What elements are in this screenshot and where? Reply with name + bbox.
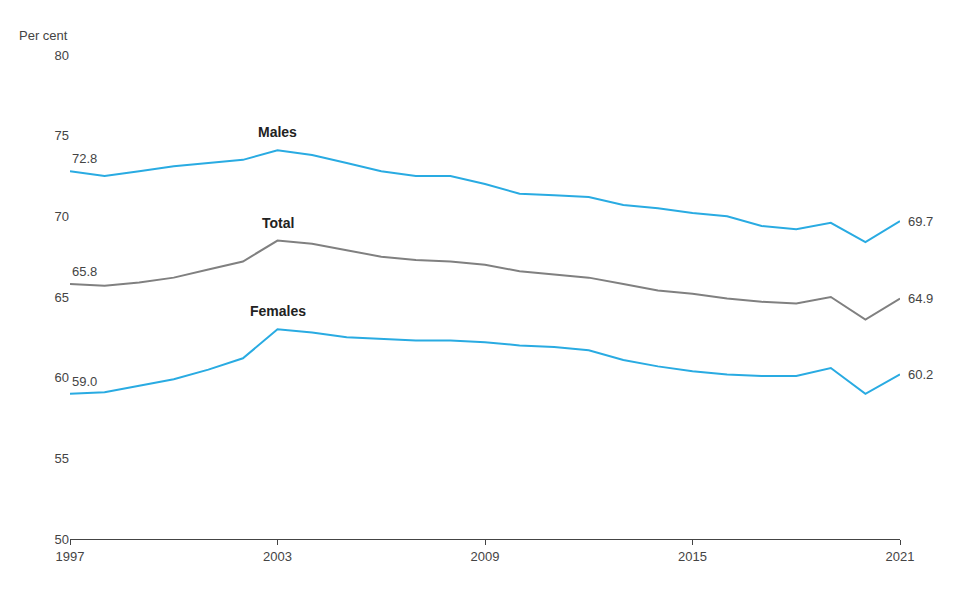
svg-text:Total: Total (262, 215, 294, 231)
svg-text:Males: Males (258, 124, 297, 140)
svg-text:60.2: 60.2 (908, 367, 933, 382)
svg-text:Per cent: Per cent (19, 28, 68, 43)
svg-text:Females: Females (250, 303, 306, 319)
svg-text:65.8: 65.8 (72, 264, 97, 279)
svg-text:72.8: 72.8 (72, 151, 97, 166)
svg-text:2021: 2021 (886, 549, 915, 564)
svg-text:2009: 2009 (471, 549, 500, 564)
svg-text:80: 80 (55, 48, 69, 63)
svg-text:60: 60 (55, 370, 69, 385)
svg-text:50: 50 (55, 532, 69, 547)
svg-text:2003: 2003 (263, 549, 292, 564)
svg-text:70: 70 (55, 209, 69, 224)
svg-text:69.7: 69.7 (908, 214, 933, 229)
svg-text:65: 65 (55, 290, 69, 305)
svg-text:55: 55 (55, 451, 69, 466)
svg-text:1997: 1997 (56, 549, 85, 564)
svg-text:64.9: 64.9 (908, 291, 933, 306)
svg-text:75: 75 (55, 128, 69, 143)
svg-text:2015: 2015 (678, 549, 707, 564)
svg-text:59.0: 59.0 (72, 374, 97, 389)
